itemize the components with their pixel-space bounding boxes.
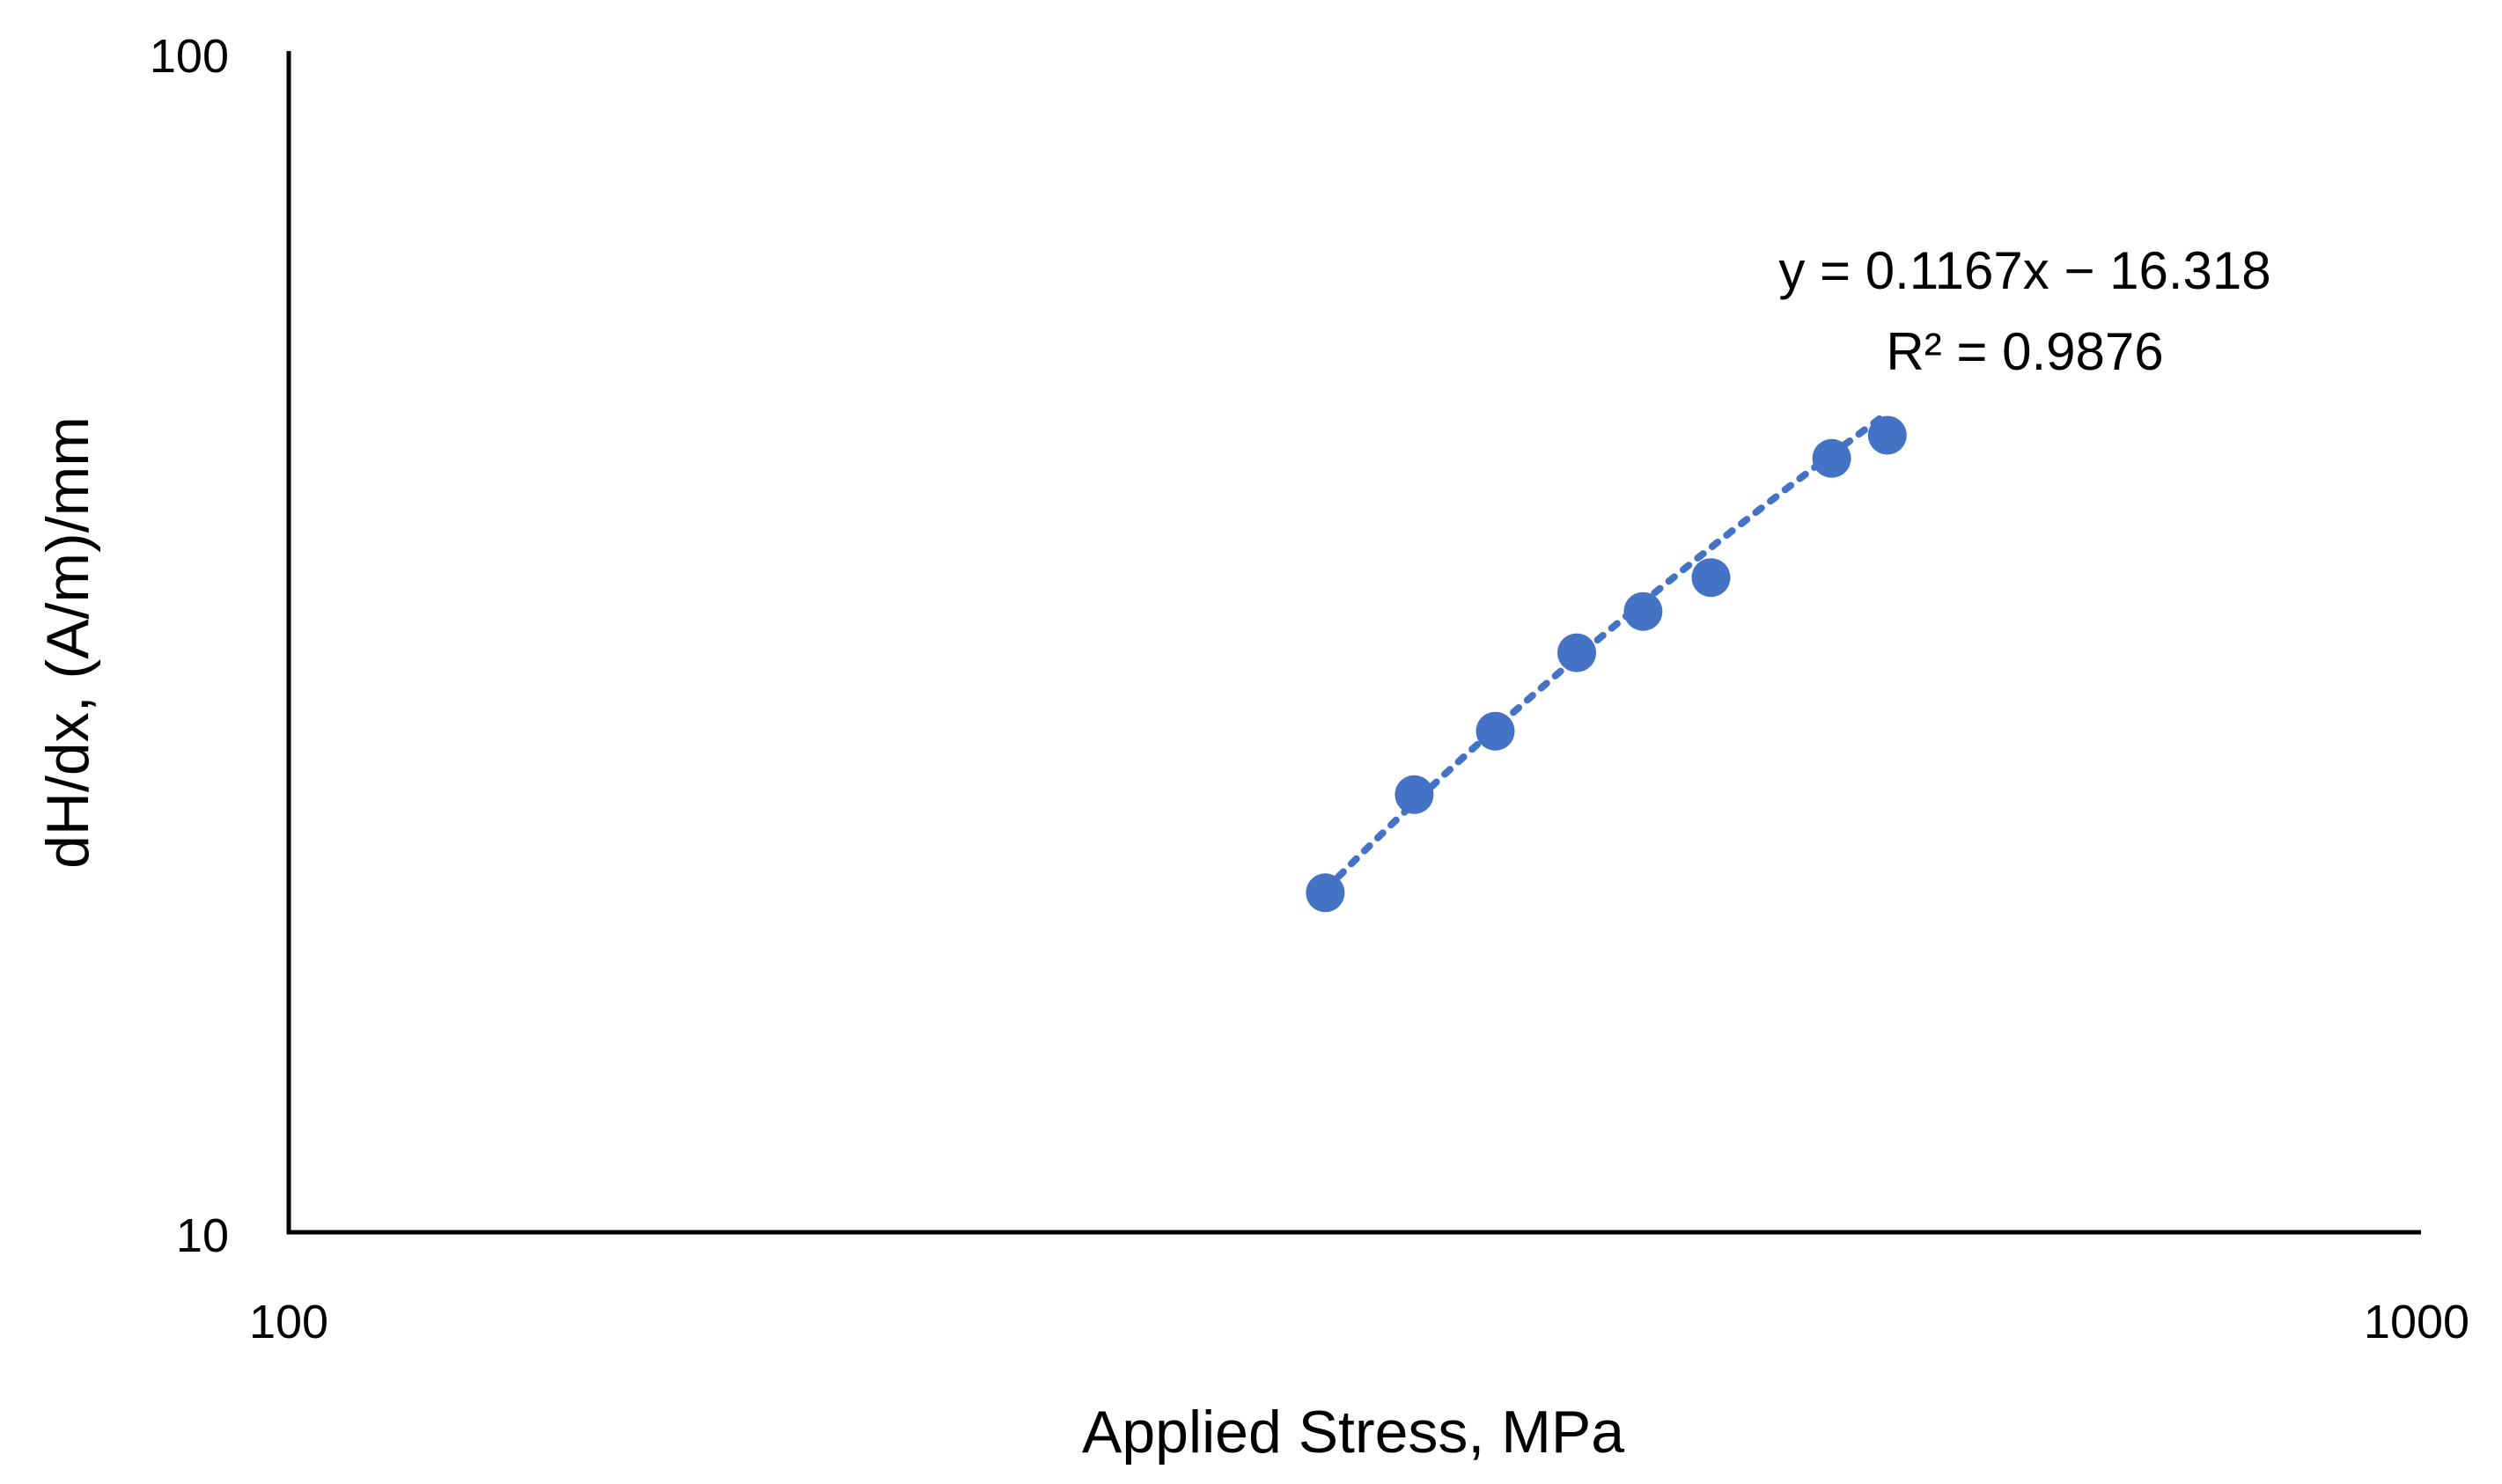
data-point-1 — [1306, 873, 1345, 913]
data-point-6 — [1691, 558, 1731, 598]
data-point-8 — [1867, 415, 1907, 455]
data-point-4 — [1557, 633, 1596, 672]
y-tick-label-bottom: 10 — [176, 1209, 229, 1262]
data-point-3 — [1475, 711, 1515, 751]
trendline — [1321, 409, 1891, 894]
y-axis-title: dH/dx, (A/m)/mm — [34, 416, 101, 869]
y-tick-label-top: 100 — [150, 30, 229, 83]
data-point-2 — [1394, 775, 1434, 814]
trendline-r2-label: R² = 0.9876 — [1886, 322, 2163, 381]
data-point-7 — [1812, 438, 1851, 478]
data-points-layer — [1306, 415, 1907, 913]
x-tick-label-left: 100 — [249, 1296, 328, 1348]
data-point-5 — [1623, 591, 1663, 631]
trendline-equation-label: y = 0.1167x − 16.318 — [1778, 241, 2270, 300]
x-axis-title: Applied Stress, MPa — [1082, 1399, 1624, 1466]
x-tick-label-right: 1000 — [2364, 1296, 2469, 1348]
trendline-layer — [1321, 409, 1891, 894]
